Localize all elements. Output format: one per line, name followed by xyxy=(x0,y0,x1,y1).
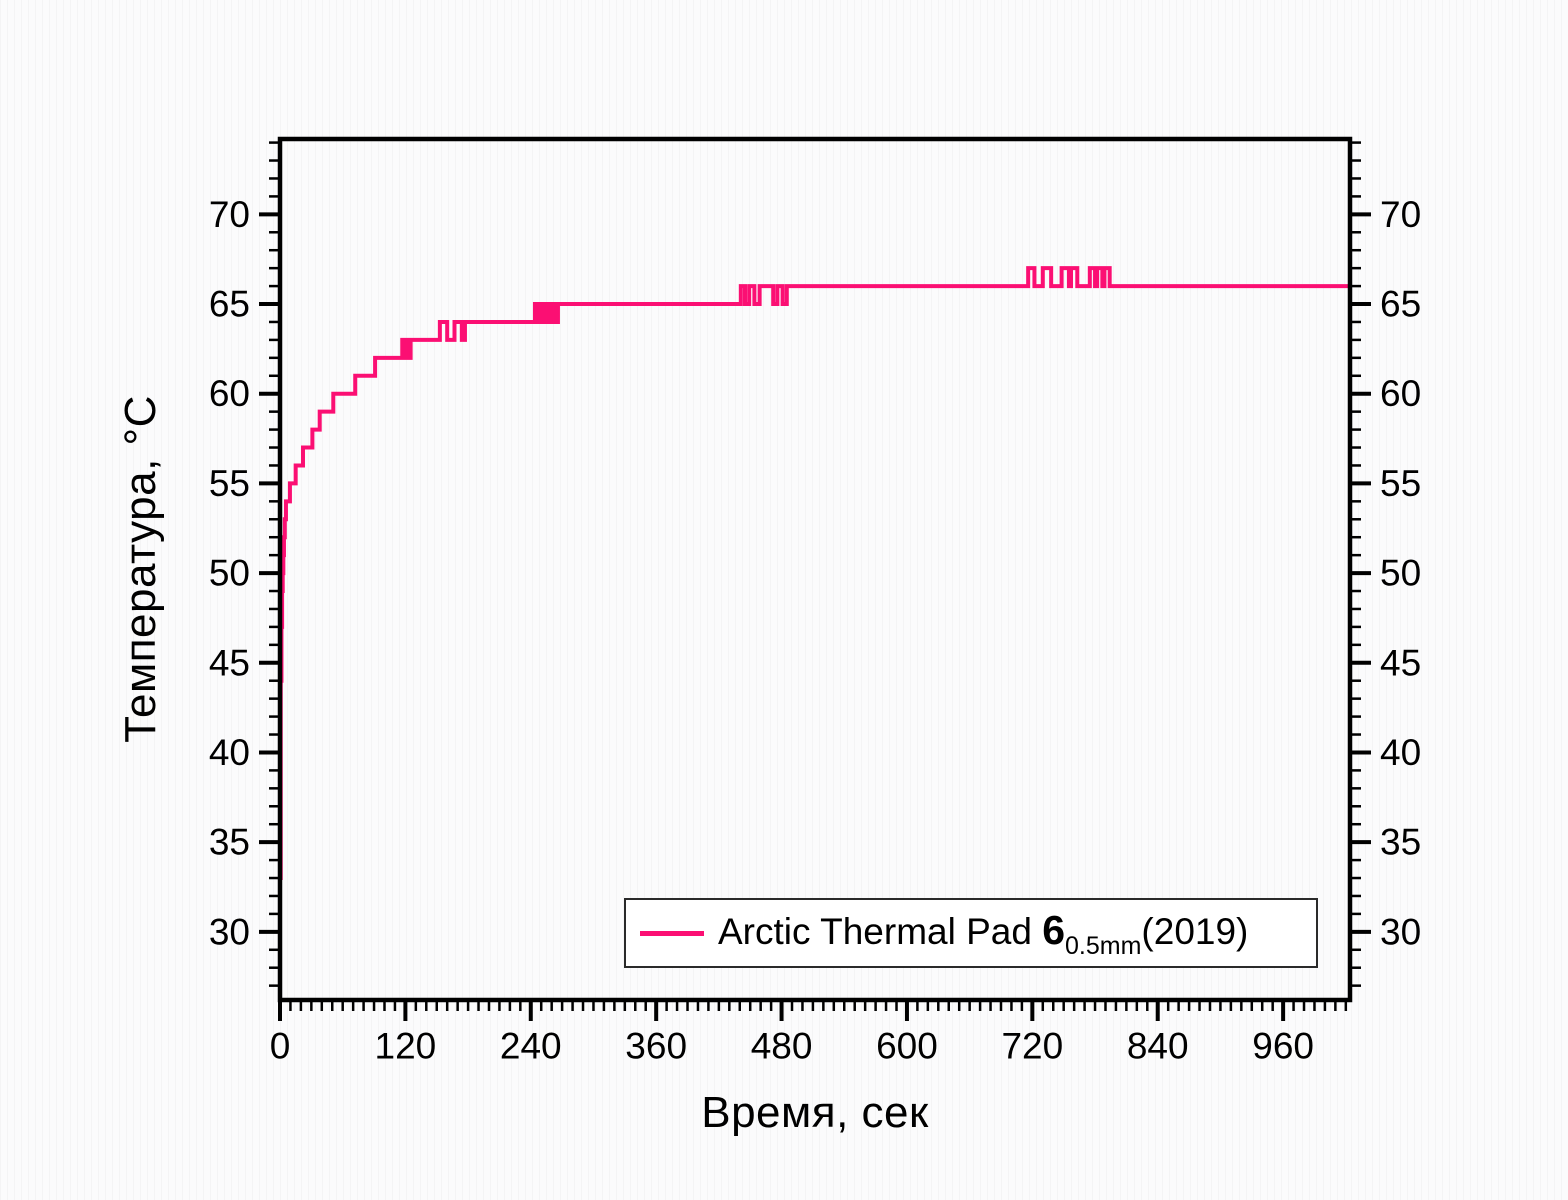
y-tick-label-right: 35 xyxy=(1380,822,1421,863)
legend-label-subscript: 0.5mm xyxy=(1065,932,1142,961)
y-tick-label-left: 45 xyxy=(209,642,250,683)
y-tick-label-left: 40 xyxy=(209,732,250,773)
y-tick-label-right: 45 xyxy=(1380,642,1421,683)
y-tick-label-right: 55 xyxy=(1380,463,1421,504)
y-tick-label-left: 35 xyxy=(209,822,250,863)
temperature-curve xyxy=(278,266,1350,881)
y-tick-label-left: 50 xyxy=(209,553,250,594)
x-tick-label: 840 xyxy=(1127,1025,1189,1066)
legend-label-bold: 6 xyxy=(1042,906,1066,953)
x-axis-title: Время, сек xyxy=(701,1088,929,1137)
y-tick-label-left: 65 xyxy=(209,284,250,325)
x-tick-label: 0 xyxy=(270,1025,291,1066)
x-tick-label: 240 xyxy=(500,1025,562,1066)
x-tick-label: 600 xyxy=(876,1025,938,1066)
y-tick-label-left: 55 xyxy=(209,463,250,504)
y-tick-label-right: 50 xyxy=(1380,553,1421,594)
y-tick-label-left: 30 xyxy=(209,911,250,952)
legend-line-sample xyxy=(640,930,704,936)
legend-label-prefix: Arctic Thermal Pad xyxy=(718,910,1043,952)
x-tick-label: 120 xyxy=(375,1025,437,1066)
y-tick-label-left: 70 xyxy=(209,194,250,235)
x-tick-label: 360 xyxy=(625,1025,687,1066)
y-tick-label-right: 60 xyxy=(1380,373,1421,414)
legend-label: Arctic Thermal Pad 60.5mm(2019) xyxy=(718,906,1249,961)
y-tick-label-right: 40 xyxy=(1380,732,1421,773)
legend-label-suffix: (2019) xyxy=(1141,910,1249,952)
y-tick-label-right: 30 xyxy=(1380,911,1421,952)
plot-frame xyxy=(277,136,1353,1003)
y-tick-label-left: 60 xyxy=(209,373,250,414)
x-tick-label: 960 xyxy=(1252,1025,1314,1066)
y-axis-title: Температура, °C xyxy=(116,395,165,743)
y-tick-label-right: 70 xyxy=(1380,194,1421,235)
x-tick-label: 480 xyxy=(751,1025,813,1066)
x-tick-label: 720 xyxy=(1001,1025,1063,1066)
y-tick-label-right: 65 xyxy=(1380,284,1421,325)
legend: Arctic Thermal Pad 60.5mm(2019) xyxy=(624,898,1318,968)
